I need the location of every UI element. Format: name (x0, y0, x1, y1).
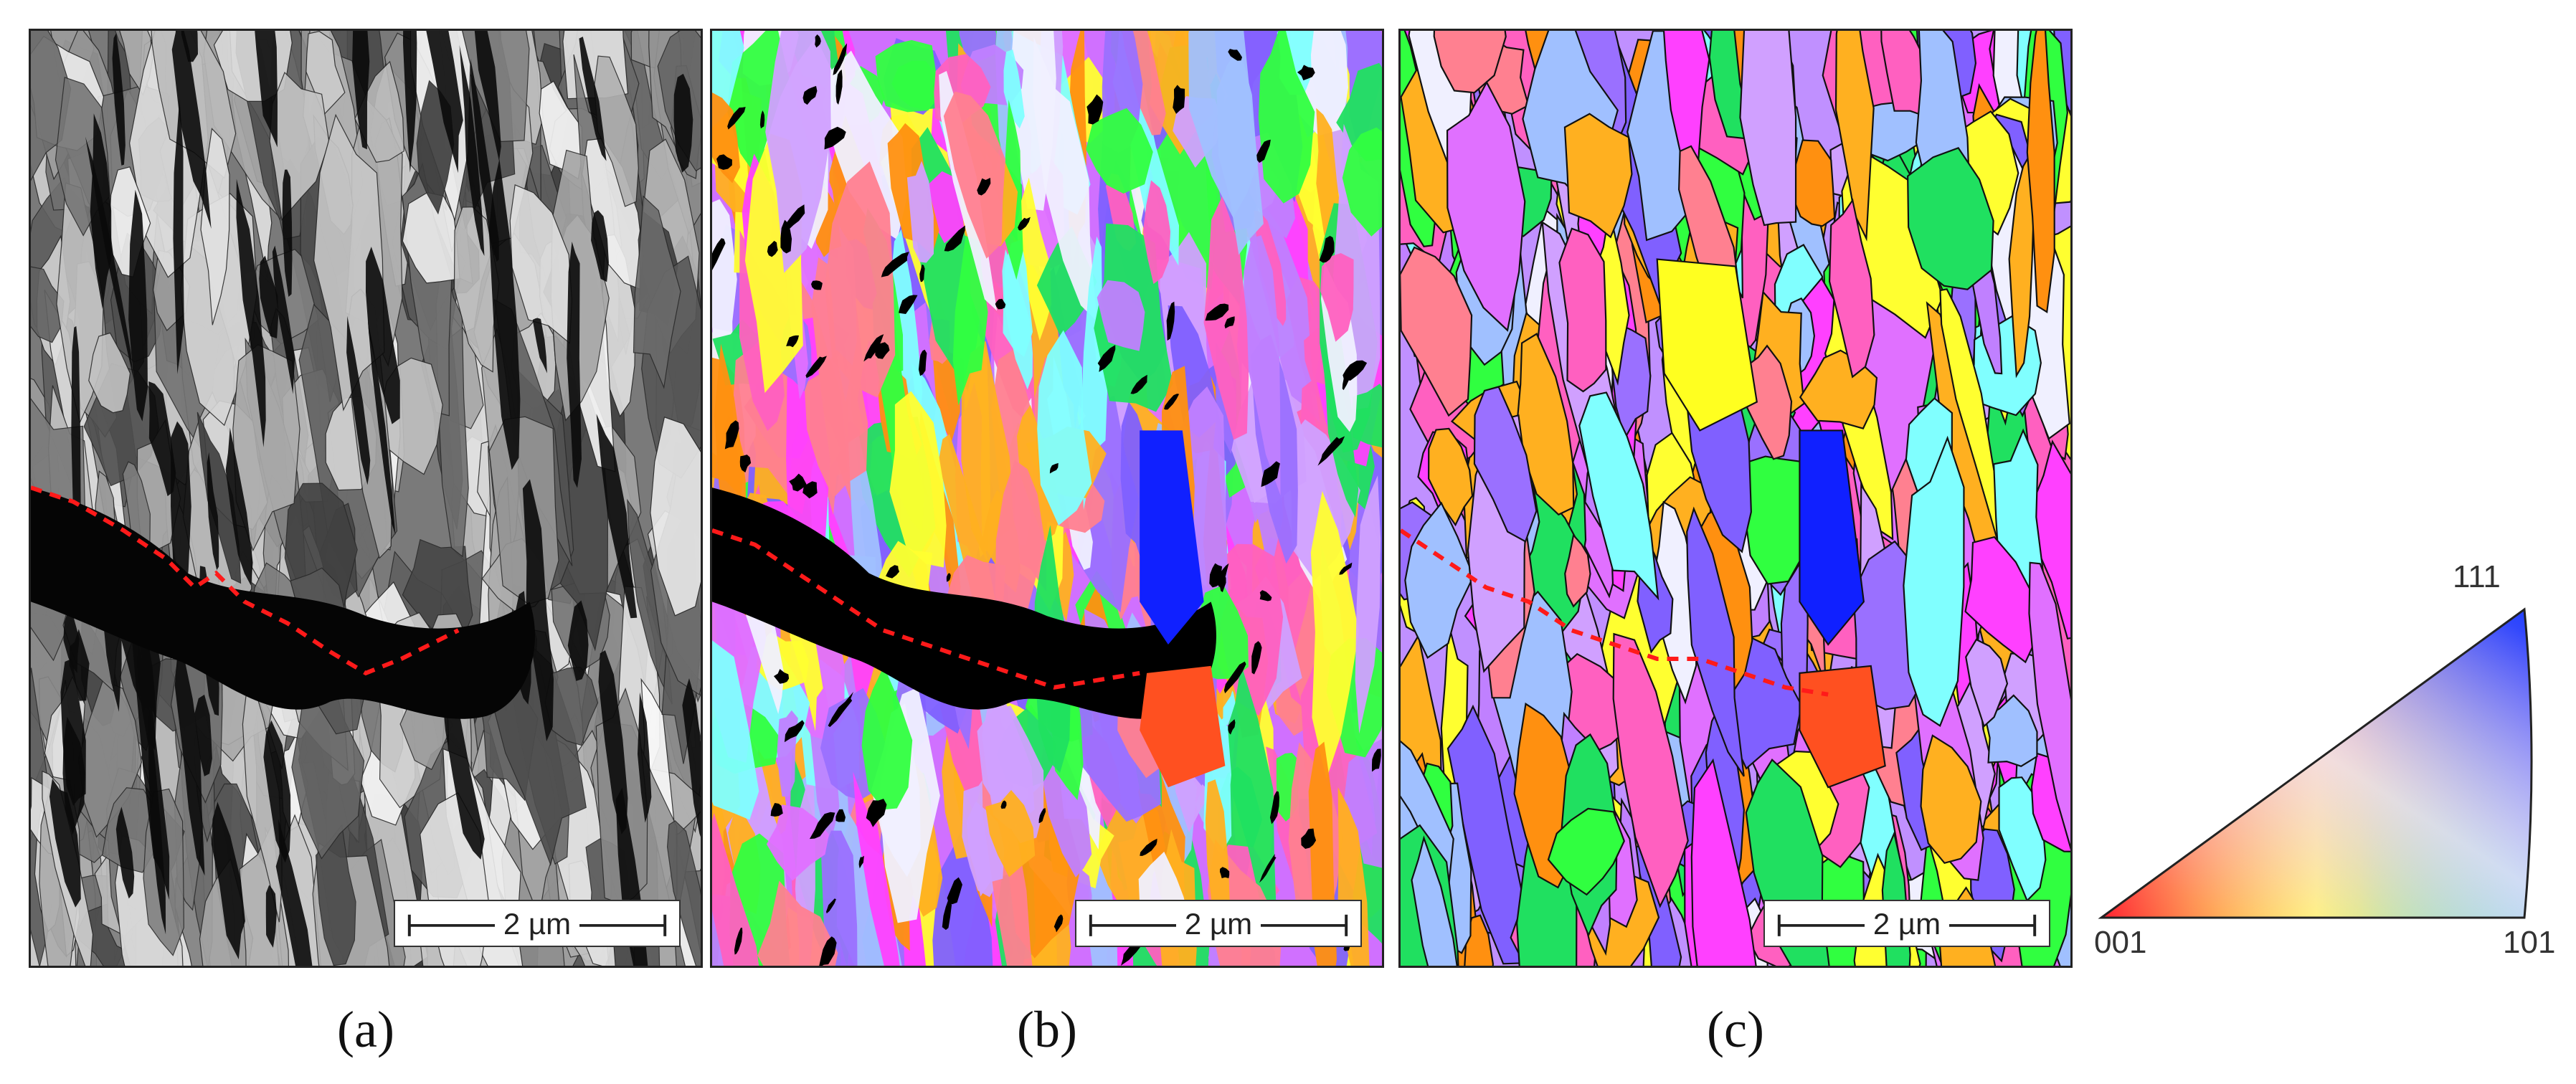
grain-boundary-ipf-map (1401, 31, 2070, 966)
ipf-triangle (2098, 607, 2533, 919)
scale-bar-label: 2 µm (494, 907, 580, 941)
caption-c: (c) (1707, 1001, 1764, 1058)
ipf-label-101: 101 (2503, 925, 2556, 960)
ipf-label-111: 111 (2453, 559, 2501, 594)
panel-b-ipf-map: 2 µm (710, 29, 1384, 968)
scale-bar: 2 µm (1763, 900, 2050, 947)
caption-b: (b) (1017, 1001, 1077, 1058)
panel-a-band-contrast-map: 2 µm (29, 29, 703, 968)
ipf-color-key: 111 001 101 (2080, 545, 2576, 989)
caption-a: (a) (337, 1001, 394, 1058)
band-contrast-image (31, 31, 701, 966)
ipf-label-001: 001 (2094, 925, 2147, 960)
scale-bar-label: 2 µm (1864, 907, 1950, 941)
scale-bar-label: 2 µm (1175, 907, 1261, 941)
ipf-orientation-map (712, 31, 1382, 966)
panel-c-grain-map: 2 µm (1398, 29, 2073, 968)
scale-bar: 2 µm (1075, 900, 1362, 947)
scale-bar: 2 µm (394, 900, 681, 947)
